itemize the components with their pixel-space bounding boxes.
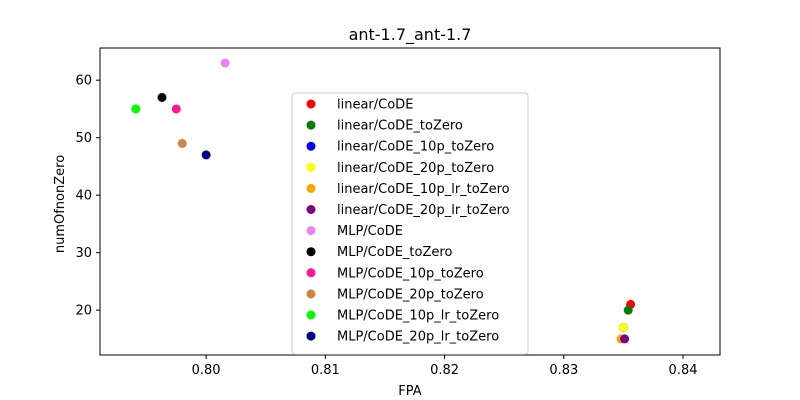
legend-marker xyxy=(306,141,316,151)
data-point xyxy=(201,150,211,160)
legend: linear/CoDE linear/CoDE_toZero linear/CoDE… xyxy=(291,92,529,355)
data-point xyxy=(131,104,141,114)
legend-marker xyxy=(306,99,316,109)
legend-marker xyxy=(306,247,316,257)
legend-marker xyxy=(306,183,316,193)
legend-marker xyxy=(306,205,316,214)
legend-marker xyxy=(306,120,316,130)
data-point xyxy=(177,138,187,148)
x-tick-label: 0.84 xyxy=(669,363,698,378)
legend-label: MLP/CoDE_20p_toZero xyxy=(337,287,484,302)
data-point xyxy=(618,322,628,332)
chart-title: ant-1.7_ant-1.7 xyxy=(349,25,472,45)
legend-marker xyxy=(306,289,316,299)
x-tick-label: 0.83 xyxy=(549,363,578,378)
data-point xyxy=(620,334,630,344)
legend-label: linear/CoDE_20p_toZero xyxy=(337,161,494,176)
legend-label: linear/CoDE_20p_lr_toZero xyxy=(337,203,510,218)
data-point xyxy=(220,58,230,68)
legend-label: MLP/CoDE_20p_lr_toZero xyxy=(337,330,499,345)
x-axis-label: FPA xyxy=(398,384,421,399)
legend-box xyxy=(291,92,529,355)
legend-marker xyxy=(306,268,316,278)
legend-label: linear/CoDE_10p_lr_toZero xyxy=(337,182,510,197)
legend-label: MLP/CoDE_toZero xyxy=(337,245,452,260)
legend-label: MLP/CoDE xyxy=(337,224,403,239)
legend-marker xyxy=(306,331,316,341)
data-point xyxy=(157,92,167,102)
legend-marker xyxy=(306,162,316,172)
y-tick-label: 20 xyxy=(75,304,92,319)
data-point xyxy=(171,104,181,114)
x-tick-label: 0.81 xyxy=(311,363,340,378)
data-points xyxy=(131,58,636,344)
x-tick-label: 0.82 xyxy=(430,363,459,378)
legend-label: MLP/CoDE_10p_lr_toZero xyxy=(337,309,499,324)
legend-marker xyxy=(306,310,316,320)
data-point xyxy=(623,305,633,315)
legend-label: linear/CoDE xyxy=(337,98,413,113)
y-tick-label: 30 xyxy=(75,246,92,261)
plot-frame xyxy=(99,47,721,356)
legend-label: linear/CoDE_toZero xyxy=(337,119,463,134)
legend-label: linear/CoDE_10p_toZero xyxy=(337,140,494,155)
y-tick-label: 60 xyxy=(75,74,92,89)
y-tick-label: 40 xyxy=(75,189,92,204)
axes: 0.80 0.81 0.82 0.83 0.84 20 30 40 50 60 xyxy=(75,47,721,378)
x-tick-label: 0.80 xyxy=(192,363,221,378)
legend-marker xyxy=(306,226,316,236)
y-tick-label: 50 xyxy=(75,131,92,146)
y-axis-label: numOfnonZero xyxy=(53,155,68,253)
legend-label: MLP/CoDE_10p_toZero xyxy=(337,266,484,281)
